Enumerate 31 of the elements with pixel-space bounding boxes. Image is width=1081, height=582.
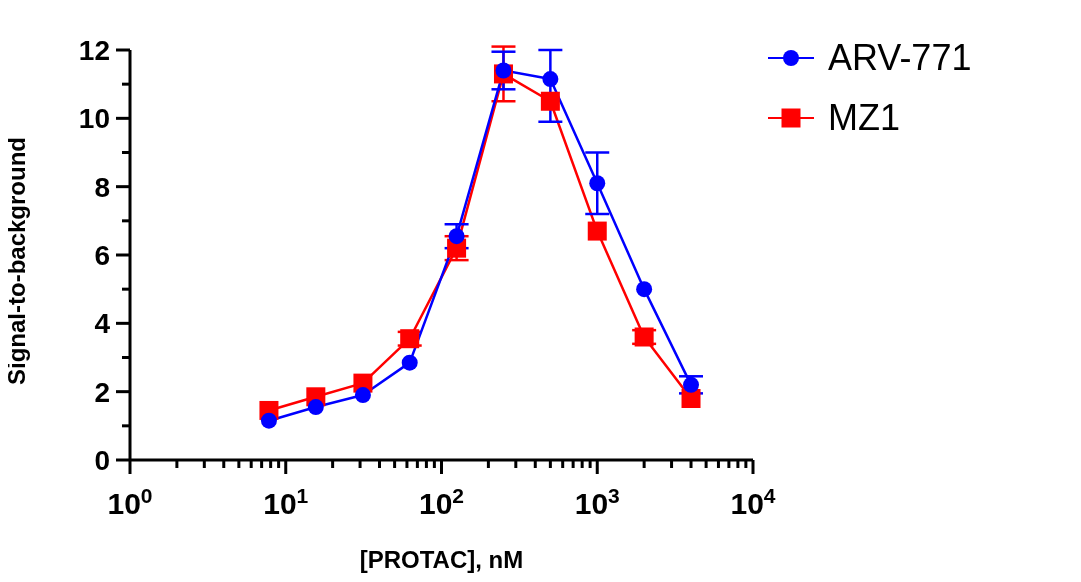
legend-label: MZ1 — [828, 97, 900, 139]
x-tick-label: 10$^{4}$ — [730, 483, 776, 520]
point — [681, 389, 701, 408]
x-tick-label: 10$^{1}$ — [263, 483, 309, 520]
point — [589, 175, 606, 192]
point — [683, 376, 700, 393]
x-tick-label: 10$^{0}$ — [107, 483, 153, 520]
y-tick-label: 2 — [94, 376, 110, 408]
legend-label: ARV-771 — [828, 37, 972, 79]
point — [587, 221, 607, 241]
y-tick-label: 0 — [94, 445, 110, 476]
point — [400, 329, 420, 349]
point — [636, 281, 653, 298]
point — [542, 71, 559, 88]
point — [634, 327, 654, 347]
y-tick-label: 4 — [94, 308, 111, 340]
x-tick-label: 10$^{3}$ — [574, 483, 620, 520]
y-tick-label: 12 — [78, 35, 110, 66]
y-tick-label: 6 — [94, 240, 110, 271]
y-axis-title: Signal-to-background — [2, 137, 30, 385]
point — [307, 399, 324, 416]
point — [260, 412, 277, 429]
y-tick-label: 8 — [94, 171, 110, 203]
point — [495, 62, 512, 79]
x-axis-title: [PROTAC], nM — [359, 546, 524, 573]
point — [448, 228, 465, 245]
point — [540, 91, 560, 111]
point — [354, 387, 371, 404]
point — [401, 354, 418, 371]
y-tick-label: 10 — [78, 103, 110, 135]
x-tick-label: 10$^{2}$ — [418, 483, 465, 520]
